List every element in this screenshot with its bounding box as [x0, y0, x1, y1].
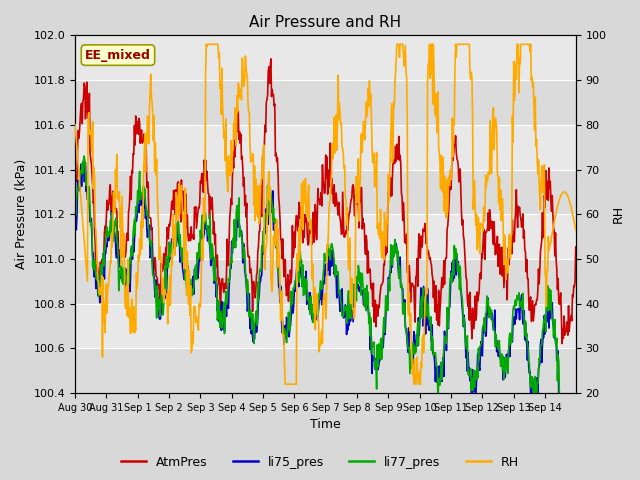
Bar: [75, 80, 576, 125]
Bar: [75, 169, 576, 214]
Bar: [75, 259, 576, 304]
Y-axis label: RH: RH: [612, 205, 625, 223]
Title: Air Pressure and RH: Air Pressure and RH: [250, 15, 401, 30]
X-axis label: Time: Time: [310, 419, 340, 432]
Legend: AtmPres, li75_pres, li77_pres, RH: AtmPres, li75_pres, li77_pres, RH: [116, 451, 524, 474]
Y-axis label: Air Pressure (kPa): Air Pressure (kPa): [15, 159, 28, 269]
Bar: [75, 348, 576, 393]
Text: EE_mixed: EE_mixed: [85, 48, 151, 61]
